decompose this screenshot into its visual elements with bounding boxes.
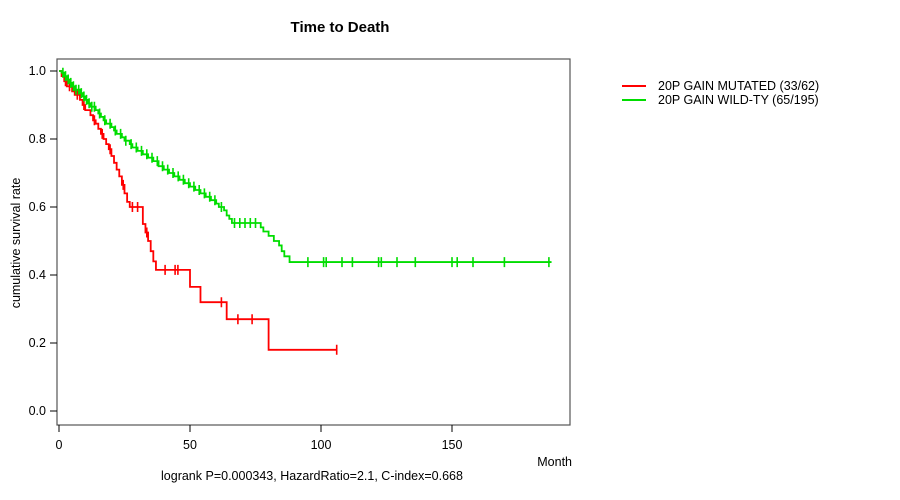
x-axis-title: Month	[537, 455, 572, 469]
y-tick-label: 0.4	[29, 268, 46, 282]
chart-title: Time to Death	[290, 19, 390, 36]
legend-item-wildtype: 20P GAIN WILD-TY (65/195)	[622, 93, 819, 107]
survival-curve-mutated	[59, 70, 337, 351]
survival-curve-wildtype	[59, 70, 552, 263]
legend-label-wildtype: 20P GAIN WILD-TY (65/195)	[658, 93, 819, 107]
y-axis-title: cumulative survival rate	[9, 177, 23, 309]
y-tick-label: 1.0	[29, 64, 46, 78]
x-tick-label: 100	[311, 438, 332, 452]
legend-line-mutated	[622, 85, 646, 87]
y-tick-label: 0.2	[29, 336, 46, 350]
legend-label-mutated: 20P GAIN MUTATED (33/62)	[658, 79, 820, 93]
censor-ticks-mutated	[64, 76, 338, 355]
y-tick-label: 0.6	[29, 200, 46, 214]
plot-border	[56, 58, 571, 426]
x-tick-label: 50	[183, 438, 197, 452]
legend-line-wildtype	[622, 99, 646, 101]
censor-ticks-wildtype	[62, 67, 550, 268]
stats-caption: logrank P=0.000343, HazardRatio=2.1, C-i…	[161, 469, 463, 483]
legend: 20P GAIN MUTATED (33/62) 20P GAIN WILD-T…	[622, 79, 819, 107]
x-tick-label: 0	[56, 438, 63, 452]
y-tick-label: 0.0	[29, 404, 46, 418]
legend-item-mutated: 20P GAIN MUTATED (33/62)	[622, 79, 819, 93]
y-tick-label: 0.8	[29, 132, 46, 146]
x-tick-label: 150	[442, 438, 463, 452]
